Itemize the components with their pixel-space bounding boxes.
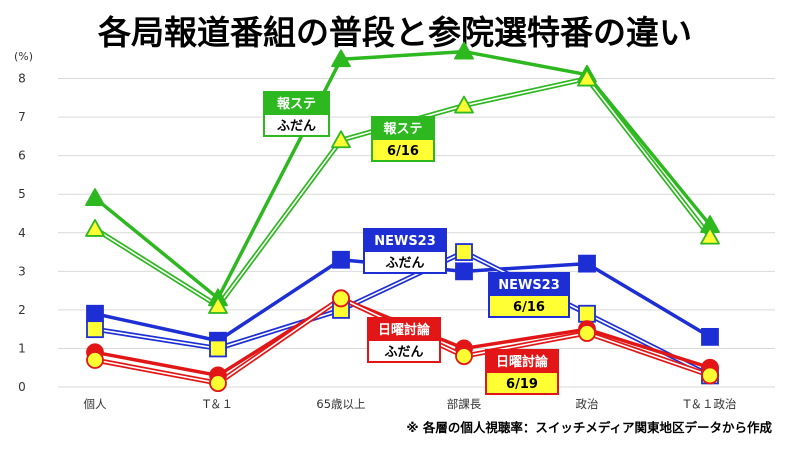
y-tick-label: 7: [18, 110, 26, 124]
y-tick-label: 6: [18, 149, 26, 163]
data-point-square: [332, 250, 350, 269]
data-point-square: [455, 262, 473, 281]
x-tick-label: 個人: [84, 397, 107, 411]
y-tick-label: 3: [18, 264, 26, 278]
data-point-circle: [701, 366, 719, 385]
x-tick-label: 政治: [576, 397, 599, 411]
series-line: [93, 49, 712, 301]
label-bottom-text: ふだん: [384, 345, 423, 360]
y-tick-label: 4: [18, 226, 26, 240]
y-unit-label: (%): [14, 50, 33, 63]
label-box-bottom: [263, 113, 330, 137]
label-bottom-text: 6/16: [513, 300, 545, 315]
data-point-circle: [86, 351, 104, 369]
label-top-text: NEWS23: [374, 234, 436, 249]
chart-title: 各局報道番組の普段と参院選特番の違い: [97, 13, 692, 52]
data-point-square: [701, 327, 719, 346]
data-point-square: [86, 304, 104, 323]
x-axis: 個人 T＆１ 65歳以上 部課長 政治 T＆１政治: [84, 397, 737, 411]
data-point-square: [209, 339, 227, 358]
y-tick-label: 5: [18, 187, 26, 201]
data-point-triangle: [331, 49, 351, 68]
label-bottom-text: 6/16: [387, 144, 419, 159]
y-tick-label: 2: [18, 303, 26, 317]
label-top-text: NEWS23: [498, 278, 560, 293]
x-tick-label: T＆１: [202, 397, 233, 411]
data-point-circle: [332, 289, 350, 308]
y-tick-label: 8: [18, 72, 26, 86]
x-tick-label: 65歳以上: [316, 397, 365, 411]
x-tick-label: T＆１政治: [682, 397, 736, 411]
data-point-triangle: [85, 188, 105, 206]
data-point-circle: [578, 324, 596, 342]
data-point-square: [578, 254, 596, 273]
label-top-text: 報ステ: [277, 96, 316, 112]
label-bottom-text: ふだん: [385, 256, 424, 271]
series-markers: [85, 41, 720, 393]
data-point-triangle: [85, 219, 105, 237]
y-tick-label: 1: [18, 341, 26, 355]
label-box-bottom: [371, 138, 435, 162]
data-point-triangle: [577, 68, 597, 87]
label-box-bottom: [485, 371, 559, 395]
x-tick-label: 部課長: [447, 397, 482, 411]
data-point-triangle: [208, 296, 228, 314]
data-point-triangle: [700, 226, 720, 245]
series-line-inner: [94, 251, 711, 377]
label-top-text: 日曜討論: [496, 354, 549, 370]
label-box-bottom: [367, 339, 441, 363]
source-note: ※ 各層の個人視聴率：スイッチメディア関東地区データから作成: [406, 420, 772, 435]
data-point-triangle: [454, 95, 474, 114]
label-box-bottom: [488, 294, 570, 318]
data-point-square: [578, 304, 596, 323]
data-point-square: [86, 320, 104, 339]
label-bottom-text: ふだん: [277, 119, 316, 134]
label-top-text: 日曜討論: [378, 322, 431, 338]
y-tick-label: 0: [18, 380, 26, 394]
label-bottom-text: 6/19: [506, 377, 538, 392]
data-point-triangle: [331, 130, 351, 149]
y-axis: 0 1 2 3 4 5 6 7 8: [18, 72, 26, 394]
data-point-circle: [209, 374, 227, 393]
data-point-square: [455, 243, 473, 261]
label-top-text: 報ステ: [383, 121, 422, 137]
label-box-bottom: [363, 250, 447, 274]
data-point-circle: [455, 347, 473, 366]
data-point-triangle: [454, 41, 474, 60]
